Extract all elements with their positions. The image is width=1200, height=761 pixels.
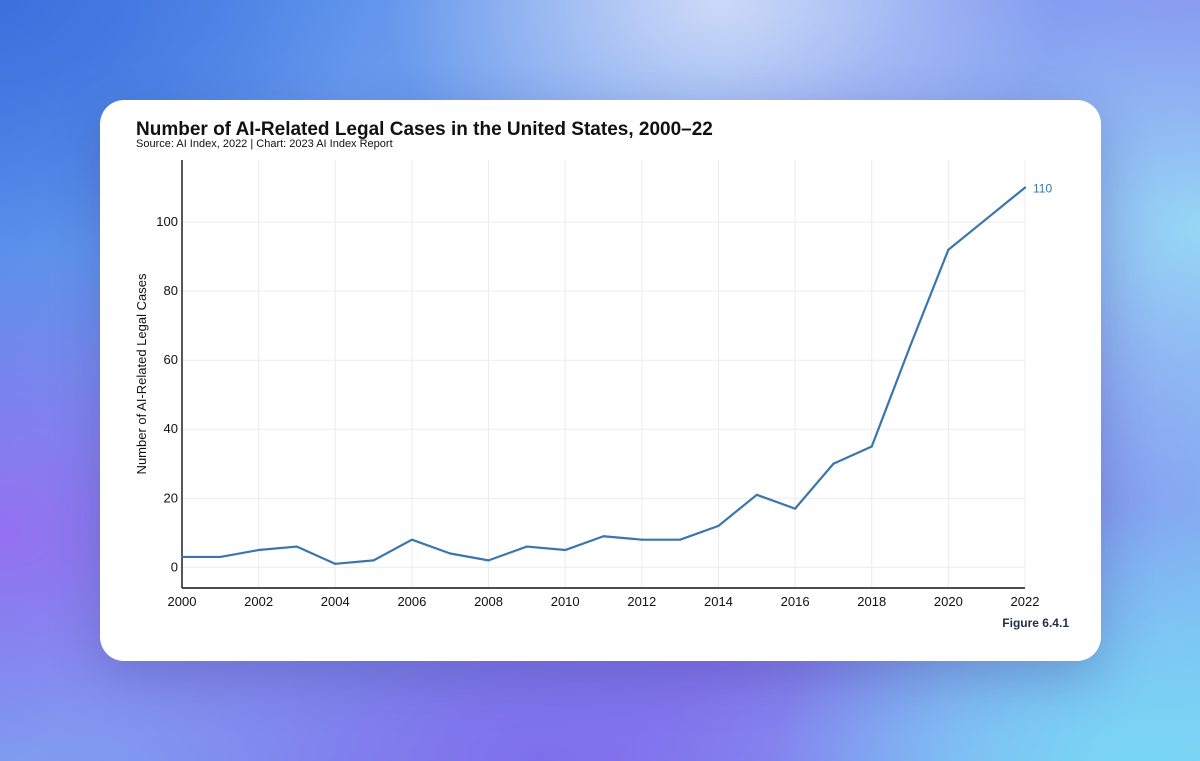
end-value-label: 110 [1033,182,1052,196]
data-point [832,462,835,465]
y-tick-labels: 0 20 40 60 80 100 [156,214,178,574]
data-point [870,445,873,448]
y-tick-label: 0 [171,559,178,574]
grid-lines [181,160,1026,588]
x-tick-label: 2016 [781,594,810,609]
series [180,186,1027,565]
y-tick-label: 60 [164,352,178,367]
x-tick-label: 2010 [551,594,580,609]
x-tick-label: 2002 [244,594,273,609]
y-tick-label: 20 [164,490,178,505]
data-point [717,524,720,527]
data-point [525,545,528,548]
data-point [219,555,222,559]
data-point [602,535,605,538]
data-point [985,217,988,220]
x-tick-label: 2012 [627,594,656,609]
data-point [372,559,375,562]
x-tick-label: 2008 [474,594,503,609]
data-point [487,559,490,562]
data-point [755,493,758,496]
data-point [564,548,567,552]
x-tick-label: 2018 [857,594,886,609]
data-point [449,552,452,555]
data-point [180,555,184,559]
x-tick-label: 2004 [321,594,350,609]
x-tick-label: 2014 [704,594,733,609]
data-point [257,548,260,552]
figure-label: Figure 6.4.1 [1002,616,1069,630]
x-tick-label: 2006 [397,594,426,609]
data-point [679,538,682,541]
line-chart: 0 20 40 60 80 100 2000 2002 2004 2006 2008 2010 201… [134,160,1052,609]
chart-title: Number of AI-Related Legal Cases in the … [136,119,713,140]
data-point [640,538,643,541]
x-tick-label: 2020 [934,594,963,609]
data-point [1023,186,1027,189]
series-line [180,186,1027,565]
data-point [410,538,414,541]
data-point [295,545,299,548]
chart-card: Number of AI-Related Legal Cases in the … [100,100,1101,661]
data-point [947,248,950,251]
chart-subtitle: Source: AI Index, 2022 | Chart: 2023 AI … [136,138,393,150]
y-axis-title: Number of AI-Related Legal Cases [134,273,149,474]
data-point [793,507,797,510]
y-tick-label: 80 [164,283,178,298]
y-tick-label: 40 [164,421,178,436]
data-point [908,345,912,348]
y-tick-label: 100 [156,214,178,229]
x-tick-label: 2000 [168,594,197,609]
x-tick-labels: 2000 2002 2004 2006 2008 2010 2012 2014 2016 2018… [168,594,1040,609]
x-tick-label: 2022 [1011,594,1040,609]
data-point [334,562,337,565]
